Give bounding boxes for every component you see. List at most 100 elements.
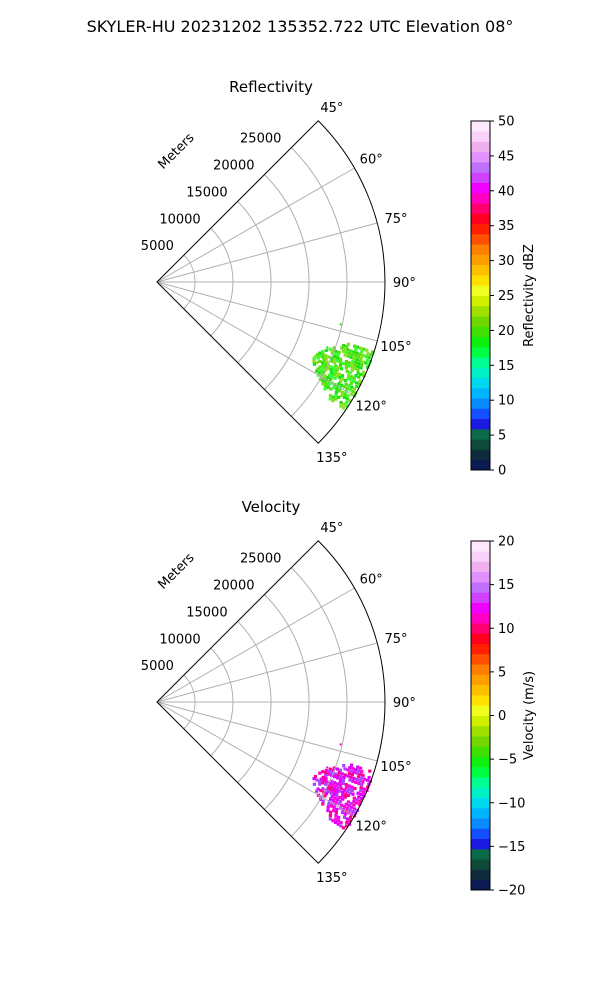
reflectivity-echo-cell xyxy=(347,361,351,365)
reflectivity-colorbar-segment xyxy=(471,377,490,389)
velocity-colorbar-segment xyxy=(471,653,490,665)
velocity-echo-cell xyxy=(361,773,365,777)
reflectivity-echo-cell xyxy=(329,387,333,391)
velocity-echo-cell xyxy=(348,819,352,823)
velocity-echo-cell xyxy=(357,782,361,786)
velocity-colorbar-tick-label: 15 xyxy=(498,578,515,593)
velocity-echo-cell xyxy=(324,792,329,796)
velocity-echo-cell xyxy=(345,817,349,821)
reflectivity-range-tick-label: 15000 xyxy=(186,185,227,200)
reflectivity-echo-cell xyxy=(367,355,371,360)
reflectivity-echo-cell xyxy=(329,365,333,369)
velocity-echo-cell xyxy=(359,789,363,793)
velocity-echo-cell xyxy=(324,777,328,781)
velocity-colorbar-tick-label: 10 xyxy=(498,622,515,637)
velocity-echo-cell xyxy=(349,775,353,779)
reflectivity-sector-frame xyxy=(156,120,386,444)
velocity-echo-cell xyxy=(366,785,370,789)
reflectivity-echo-cell xyxy=(342,385,347,389)
reflectivity-colorbar-segment xyxy=(471,131,490,142)
reflectivity-echo-cell xyxy=(342,402,346,406)
reflectivity-echo-cell xyxy=(359,356,363,360)
velocity-echo-cell xyxy=(353,807,357,811)
velocity-echo-cell xyxy=(312,777,316,781)
velocity-echo-cell xyxy=(350,805,354,809)
reflectivity-echo-cell xyxy=(343,353,347,357)
velocity-echo-cell xyxy=(352,776,356,780)
reflectivity-echo-cell xyxy=(371,350,375,354)
reflectivity-echo-cell xyxy=(337,365,341,369)
reflectivity-echo-cell xyxy=(337,395,341,399)
reflectivity-echo-cell xyxy=(329,368,333,372)
velocity-echo-cell xyxy=(357,795,361,799)
reflectivity-echo-cell xyxy=(358,379,362,383)
velocity-echo-cell xyxy=(362,794,366,798)
reflectivity-colorbar-segment xyxy=(471,439,490,450)
velocity-echo-cell xyxy=(342,764,346,768)
velocity-echo-cell xyxy=(329,797,333,801)
reflectivity-colorbar-segment xyxy=(471,316,490,327)
reflectivity-echo-cell xyxy=(366,352,370,356)
reflectivity-echo-cell xyxy=(334,397,338,401)
reflectivity-echo-cell xyxy=(352,356,356,360)
velocity-colorbar-segment xyxy=(471,643,490,655)
reflectivity-echo-cell xyxy=(335,371,339,375)
reflectivity-echo-cell xyxy=(348,399,352,403)
velocity-echo-cell xyxy=(329,810,333,814)
reflectivity-echo-cell xyxy=(330,351,334,355)
velocity-azimuth-gridline xyxy=(156,642,378,703)
reflectivity-echo-cell xyxy=(362,374,366,378)
reflectivity-echo-cell xyxy=(361,353,365,357)
velocity-echo-cell xyxy=(344,802,348,806)
velocity-echo-cell xyxy=(341,826,346,830)
reflectivity-echo-cell xyxy=(346,348,350,352)
velocity-echo-cell xyxy=(347,804,351,808)
velocity-echo-cell xyxy=(332,793,336,797)
reflectivity-colorbar-tick-label: 45 xyxy=(498,149,515,164)
reflectivity-echo-cell xyxy=(350,369,354,373)
velocity-azimuth-tick-label: 90° xyxy=(393,696,416,711)
reflectivity-echo-cell xyxy=(349,349,353,353)
velocity-colorbar-segment xyxy=(471,859,490,870)
reflectivity-echo-cell xyxy=(353,354,357,358)
velocity-echo-cell xyxy=(338,780,342,784)
reflectivity-echo-cell xyxy=(323,384,328,388)
reflectivity-echo-cell xyxy=(334,394,338,398)
velocity-echo-cell xyxy=(346,768,350,772)
reflectivity-echo-cell xyxy=(318,365,322,369)
reflectivity-echo-cell xyxy=(355,351,359,355)
reflectivity-echo-cell xyxy=(331,399,335,403)
reflectivity-echo-cell xyxy=(322,359,326,363)
velocity-echo-cell xyxy=(350,773,354,777)
reflectivity-colorbar-segment xyxy=(471,285,490,296)
velocity-echo-cell xyxy=(331,783,335,787)
velocity-echo-cell xyxy=(336,798,340,802)
reflectivity-echo-cell xyxy=(323,365,327,369)
reflectivity-echo-cell xyxy=(344,350,348,354)
reflectivity-echo-cell xyxy=(347,384,351,388)
reflectivity-echo-cell xyxy=(317,371,322,375)
reflectivity-echo-cell xyxy=(353,366,357,371)
velocity-echo-cell xyxy=(353,786,357,791)
reflectivity-echo-cell xyxy=(356,368,360,372)
velocity-echo-cell xyxy=(348,778,352,782)
velocity-echo-cell xyxy=(335,807,339,811)
reflectivity-colorbar-segment xyxy=(471,203,490,214)
velocity-radial-axis-label: Meters xyxy=(156,550,198,592)
velocity-echo-cell xyxy=(339,774,343,778)
velocity-echo-cell xyxy=(360,783,364,787)
reflectivity-echo-cell xyxy=(323,387,327,391)
velocity-echo-cell xyxy=(342,776,346,780)
velocity-echo-cell xyxy=(330,779,334,783)
reflectivity-echo-cell xyxy=(340,383,344,387)
velocity-colorbar-segment xyxy=(471,848,490,860)
velocity-colorbar-segment xyxy=(471,777,490,788)
reflectivity-echo-cell xyxy=(356,345,360,349)
reflectivity-echo-cell xyxy=(313,355,318,359)
velocity-echo-cell xyxy=(328,781,332,785)
reflectivity-echo-cell xyxy=(333,376,337,380)
reflectivity-echo-cell xyxy=(352,379,356,384)
velocity-echo-cell xyxy=(352,796,356,800)
velocity-echo-cell xyxy=(327,790,331,794)
velocity-echo-cell xyxy=(354,780,358,784)
